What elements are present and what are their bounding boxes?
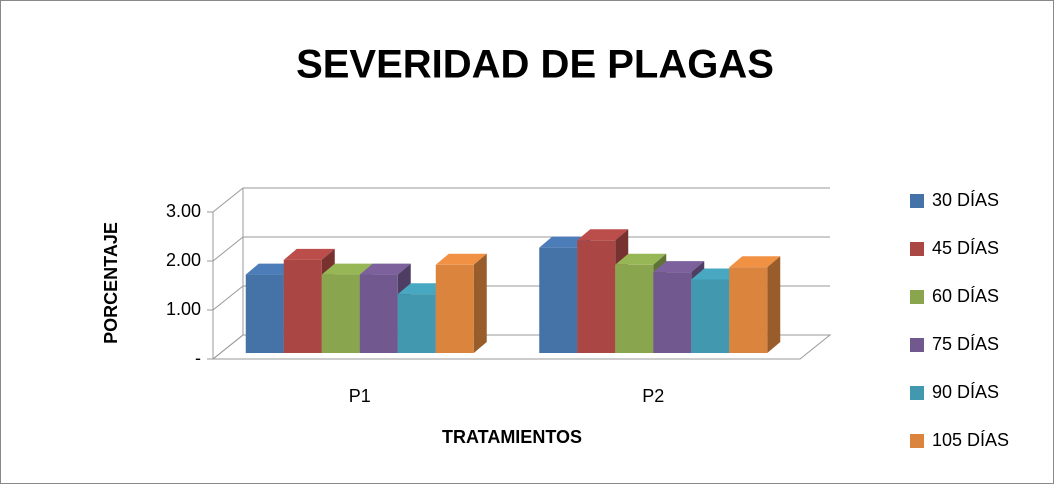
bar-top xyxy=(359,263,411,275)
legend-label: 60 DÍAS xyxy=(932,286,999,306)
y-tick-label: - xyxy=(195,348,201,368)
y-axis-title: PORCENTAJE xyxy=(101,222,121,344)
y-tick-label: 2.00 xyxy=(166,250,201,270)
bar-top xyxy=(283,248,335,260)
y-tick-label: 3.00 xyxy=(166,201,201,221)
bar xyxy=(359,274,398,353)
bar xyxy=(539,247,578,353)
bar xyxy=(653,272,692,353)
legend-swatch xyxy=(910,434,924,448)
bar xyxy=(435,264,474,353)
bar xyxy=(283,259,322,353)
legend-label: 105 DÍAS xyxy=(932,430,1009,450)
y-tick-label: 1.00 xyxy=(166,299,201,319)
bar-side xyxy=(767,256,781,353)
legend-swatch xyxy=(910,386,924,400)
bar xyxy=(245,274,284,353)
bar xyxy=(615,264,654,353)
bar xyxy=(397,294,436,353)
bar-top xyxy=(577,229,629,241)
legend-label: 45 DÍAS xyxy=(932,238,999,258)
bar xyxy=(729,267,768,353)
grid-line xyxy=(212,187,244,213)
bar xyxy=(691,279,730,353)
x-tick-label: P2 xyxy=(642,386,664,406)
legend-swatch xyxy=(910,242,924,256)
grid-line xyxy=(212,236,244,262)
x-axis-title: TRATAMIENTOS xyxy=(442,427,582,447)
legend-label: 90 DÍAS xyxy=(932,382,999,402)
legend-swatch xyxy=(910,338,924,352)
x-tick-label: P1 xyxy=(349,386,371,406)
legend-swatch xyxy=(910,194,924,208)
legend-swatch xyxy=(910,290,924,304)
legend-label: 75 DÍAS xyxy=(932,334,999,354)
bar-top xyxy=(321,263,373,275)
bar-side xyxy=(473,253,487,353)
bar-top xyxy=(653,261,705,273)
chart-title: SEVERIDAD DE PLAGAS xyxy=(296,43,774,87)
grid-line xyxy=(212,334,244,360)
grid-line xyxy=(212,285,244,311)
legend-label: 30 DÍAS xyxy=(932,190,999,210)
bar xyxy=(577,240,616,353)
bar-top xyxy=(435,253,487,265)
bar-top xyxy=(615,253,667,265)
bar xyxy=(321,274,360,353)
bar-top xyxy=(729,256,781,268)
